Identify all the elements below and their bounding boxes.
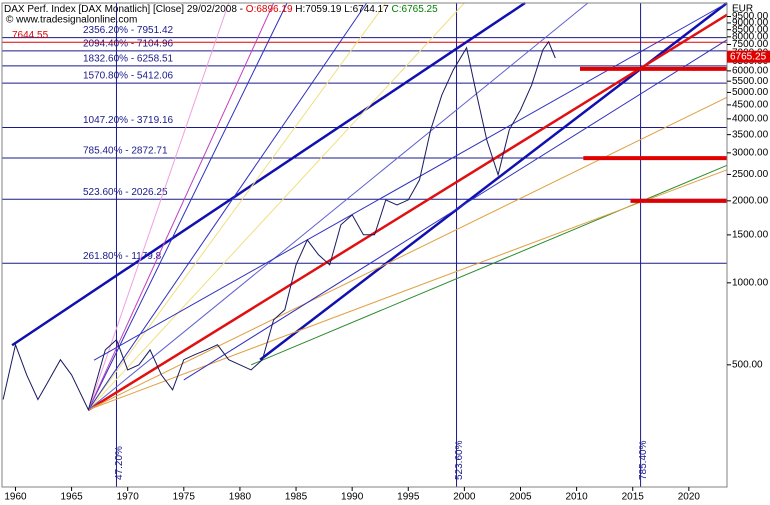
x-tick-label: 2015: [622, 492, 645, 503]
x-tick-label: 1990: [341, 492, 364, 503]
trend-line: [88, 169, 728, 411]
header-open: O:6896.19: [246, 4, 293, 15]
x-tick-label: 1980: [229, 492, 252, 503]
y-tick-label: 500.00: [732, 359, 763, 370]
trend-line: [88, 96, 728, 411]
level-label: 785.40% - 2872.71: [83, 146, 168, 157]
level-label: 2094.40% - 7104.96: [83, 39, 174, 50]
y-tick-label: 4000.00: [732, 113, 769, 124]
x-tick-label: 2010: [565, 492, 588, 503]
source: © www.tradesignalonline.com: [6, 15, 137, 26]
plot-frame: [1, 2, 728, 488]
x-tick-label: 2005: [509, 492, 532, 503]
trend-line: [250, 164, 728, 366]
trend-line: [88, 2, 387, 411]
x-tick-label: 2000: [453, 492, 476, 503]
last-value-box: [727, 50, 770, 63]
y-tick-label: 9500.00: [732, 11, 769, 22]
trend-line: [93, 2, 728, 361]
price-line: [2, 40, 556, 412]
y-tick-label: 9000.00: [732, 18, 769, 29]
y-tick-label: 4500.00: [732, 100, 769, 111]
header-low: L:6744.17: [344, 4, 389, 15]
level-label: 261.80% - 1179.8: [83, 251, 162, 262]
x-tick-label: 1985: [285, 492, 308, 503]
trend-line: [88, 2, 465, 411]
y-tick-label: 3000.00: [732, 148, 769, 159]
last-value-label: 6765.25: [730, 51, 767, 62]
y-tick-label: 8500.00: [732, 24, 769, 35]
trend-line: [87, 2, 275, 410]
trend-line: [11, 1, 526, 347]
y-tick-label: 5500.00: [732, 76, 769, 87]
currency: EUR: [732, 4, 753, 15]
header-close: C:6765.25: [392, 4, 439, 15]
level-label: 523.60% - 2026.25: [83, 187, 168, 198]
y-tick-label: 1500.00: [732, 230, 769, 241]
vertical-label: 785.40%: [638, 440, 649, 480]
trend-line: [88, 2, 589, 411]
x-tick-label: 1965: [60, 492, 83, 503]
chart-header: DAX Perf. Index [DAX Monatlich] [Close] …: [4, 4, 438, 15]
level-label: 1832.60% - 6258.51: [83, 54, 174, 65]
y-tick-label: 8000.00: [732, 31, 769, 42]
trend-line: [88, 2, 368, 411]
vertical-label: 47.20%: [114, 446, 125, 480]
trend-line: [183, 39, 728, 381]
y-tick-label: 7500.00: [732, 39, 769, 50]
x-tick-label: 1995: [397, 492, 420, 503]
trend-line: [87, 2, 288, 410]
y-tick-label: 2000.00: [732, 195, 769, 206]
y-tick-label: 6000.00: [732, 66, 769, 77]
x-tick-label: 1975: [173, 492, 196, 503]
reference-label: 7644.55: [12, 30, 49, 41]
header-high: H:7059.19: [295, 4, 342, 15]
level-label: 1570.80% - 5412.06: [83, 71, 174, 82]
y-tick-label: 2500.00: [732, 169, 769, 180]
vertical-label: 523.60%: [454, 440, 465, 480]
level-label: 2356.20% - 7951.42: [83, 25, 174, 36]
trend-line: [87, 2, 230, 410]
x-tick-label: 2020: [678, 492, 701, 503]
level-label: 1047.20% - 3719.16: [83, 115, 174, 126]
y-tick-label: 5000.00: [732, 87, 769, 98]
x-tick-label: 1970: [117, 492, 140, 503]
trend-line: [87, 13, 728, 411]
header-name: DAX Perf. Index [DAX Monatlich] [Close] …: [4, 4, 243, 15]
y-tick-label: 3500.00: [732, 129, 769, 140]
y-tick-label: 1000.00: [732, 277, 769, 288]
x-tick-label: 1960: [4, 492, 27, 503]
